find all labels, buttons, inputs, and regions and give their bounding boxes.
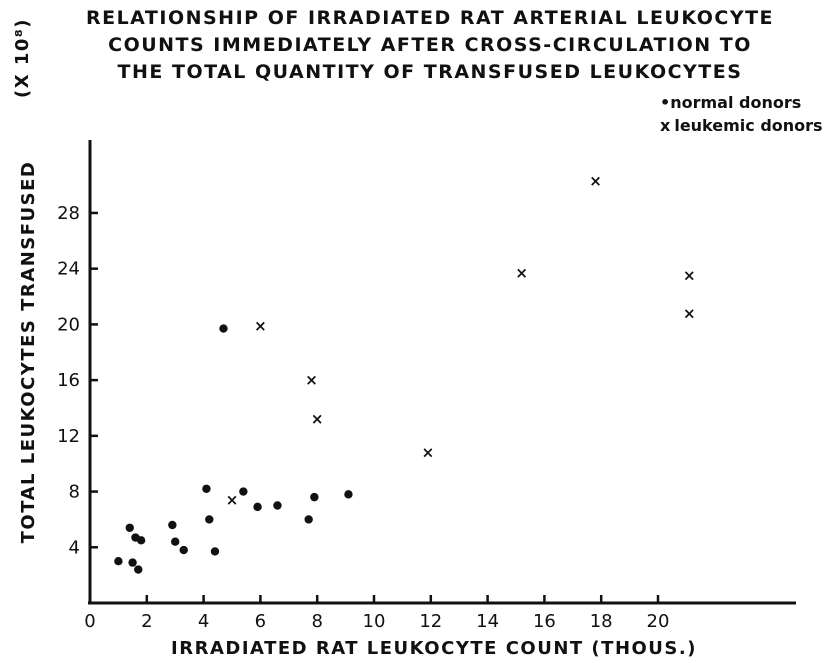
y-tick-label: 8 [69, 482, 80, 503]
leukemic-donor-point: × [683, 304, 696, 322]
legend-normal-label: normal donors [670, 93, 801, 112]
leukemic-donor-point: × [305, 371, 318, 389]
x-tick-label: 12 [419, 611, 442, 632]
leukemic-donor-point: × [589, 172, 602, 190]
legend-x-symbol: x [660, 116, 671, 135]
legend-item-normal: •normal donors [660, 93, 801, 112]
normal-donor-point [179, 545, 188, 555]
normal-donor-point [253, 502, 262, 512]
normal-donor-point [134, 565, 143, 574]
x-tick-label: 4 [198, 611, 209, 632]
leukemic-donor-point: × [422, 444, 435, 462]
normal-donor-point [171, 537, 180, 546]
data-points: × × × × × × × × × [114, 172, 696, 574]
y-axis-unit: (X 10⁸) [12, 18, 33, 98]
normal-donor-point [239, 487, 248, 496]
normal-donor-point [273, 501, 282, 510]
x-tick-label: 10 [363, 611, 386, 632]
normal-donor-point [168, 520, 177, 530]
y-ticks: 4 8 12 16 20 24 28 [57, 203, 98, 558]
chart-title-line-1: RELATIONSHIP OF IRRADIATED RAT ARTERIAL … [86, 7, 774, 29]
normal-donor-point [219, 324, 228, 333]
normal-donor-point [128, 558, 137, 567]
normal-donor-point [136, 536, 146, 545]
normal-donor-point [344, 490, 353, 499]
x-tick-label: 20 [647, 611, 670, 632]
y-tick-label: 16 [57, 370, 80, 391]
x-tick-label: 18 [590, 611, 613, 632]
chart-title-line-2: COUNTS IMMEDIATELY AFTER CROSS-CIRCULATI… [108, 34, 752, 56]
normal-donor-point [210, 547, 220, 556]
x-axis-label: IRRADIATED RAT LEUKOCYTE COUNT (THOUS.) [171, 638, 697, 659]
normal-donor-point [310, 492, 319, 502]
y-tick-label: 20 [57, 314, 80, 335]
leukemic-donor-point: × [683, 267, 696, 285]
leukemic-donor-point: × [254, 317, 267, 335]
y-tick-label: 24 [57, 259, 80, 280]
normal-donor-point [205, 515, 214, 524]
normal-donor-point [304, 515, 313, 524]
y-tick-label: 12 [57, 426, 80, 447]
y-tick-label: 4 [69, 537, 80, 558]
legend-item-leukemic: x leukemic donors [660, 116, 823, 135]
chart-title-line-3: THE TOTAL QUANTITY OF TRANSFUSED LEUKOCY… [118, 61, 743, 83]
y-axis-label: TOTAL LEUKOCYTES TRANSFUSED [18, 161, 39, 544]
x-ticks: 0 2 4 6 8 10 12 14 16 18 20 [84, 595, 669, 632]
leukemic-donor-point: × [226, 491, 239, 509]
leukemic-donor-point: × [515, 264, 528, 282]
normal-donor-point [125, 523, 134, 532]
normal-donor-point [202, 484, 211, 493]
x-tick-label: 8 [311, 611, 322, 632]
legend-leukemic-label: leukemic donors [674, 116, 822, 135]
normal-donor-point [114, 557, 123, 566]
x-tick-label: 2 [141, 611, 152, 632]
legend: •normal donors x leukemic donors [660, 93, 823, 135]
leukemic-donor-point: × [311, 410, 324, 428]
legend-dot-symbol: • [660, 93, 670, 112]
x-tick-label: 0 [84, 611, 95, 632]
x-tick-label: 16 [533, 611, 556, 632]
y-tick-label: 28 [57, 203, 80, 224]
x-tick-label: 6 [255, 611, 266, 632]
x-tick-label: 14 [476, 611, 499, 632]
